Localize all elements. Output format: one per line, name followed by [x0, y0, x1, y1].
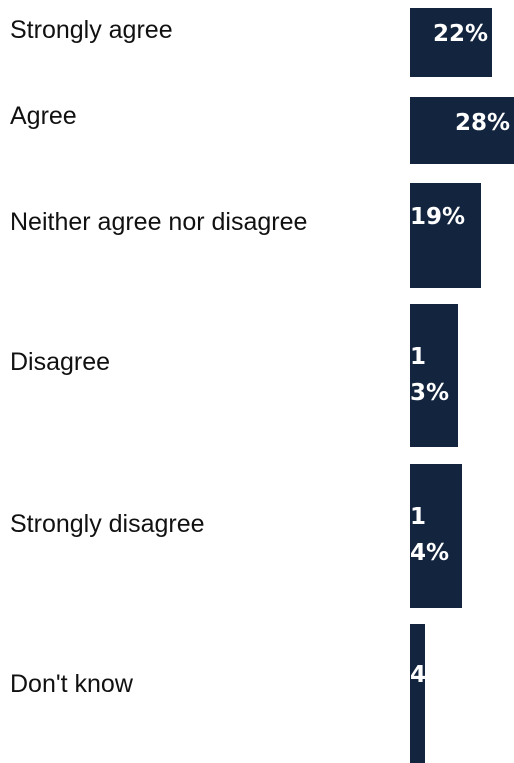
- bar: 4%: [410, 624, 425, 763]
- bar: 28%: [410, 97, 514, 164]
- category-label: Strongly disagree: [10, 510, 205, 538]
- data-label: 22%: [432, 21, 488, 47]
- data-label: 14%: [410, 504, 450, 566]
- bar: 22%: [410, 8, 492, 77]
- bar: 19%: [410, 183, 481, 288]
- data-label: 28%: [454, 110, 510, 136]
- data-label: 13%: [410, 344, 450, 406]
- category-label: Neither agree nor disagree: [10, 208, 308, 236]
- data-label: 4%: [410, 662, 425, 688]
- bar: 13%: [410, 304, 458, 447]
- category-label: Strongly agree: [10, 16, 173, 44]
- bar: 14%: [410, 464, 462, 608]
- data-label: 19%: [410, 204, 466, 230]
- category-label: Disagree: [10, 348, 111, 376]
- category-label: Don't know: [10, 670, 133, 698]
- category-label: Agree: [10, 102, 77, 130]
